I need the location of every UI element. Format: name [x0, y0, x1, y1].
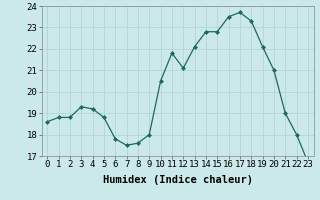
X-axis label: Humidex (Indice chaleur): Humidex (Indice chaleur) — [103, 175, 252, 185]
